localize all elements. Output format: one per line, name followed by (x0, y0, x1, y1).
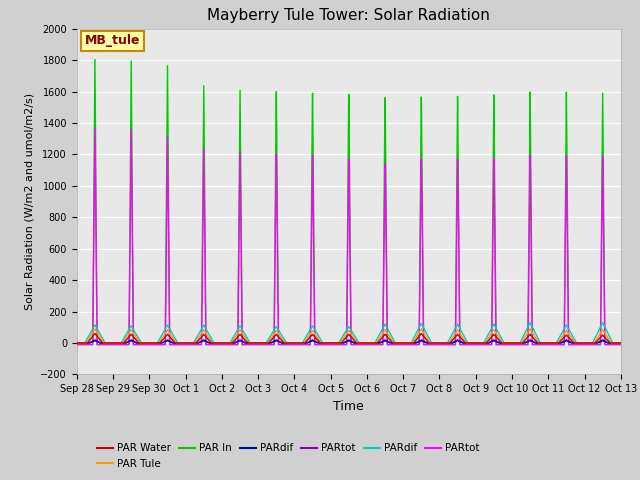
Title: Mayberry Tule Tower: Solar Radiation: Mayberry Tule Tower: Solar Radiation (207, 9, 490, 24)
X-axis label: Time: Time (333, 400, 364, 413)
Text: MB_tule: MB_tule (85, 35, 140, 48)
Legend: PAR Water, PAR Tule, PAR In, PARdif, PARtot, PARdif, PARtot: PAR Water, PAR Tule, PAR In, PARdif, PAR… (93, 439, 484, 473)
Y-axis label: Solar Radiation (W/m2 and umol/m2/s): Solar Radiation (W/m2 and umol/m2/s) (25, 93, 35, 310)
